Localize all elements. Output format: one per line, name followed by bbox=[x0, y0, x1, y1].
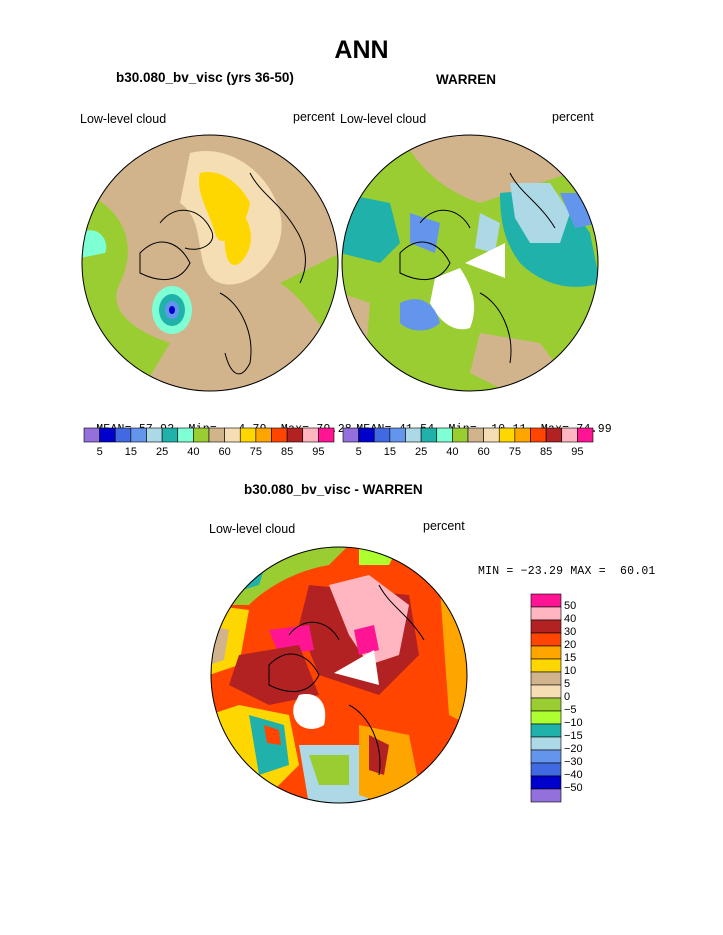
panel-2-colorbar bbox=[342, 427, 594, 443]
panel-1-units-label: percent bbox=[293, 110, 335, 124]
colorbar-tick-label: 5 bbox=[355, 446, 362, 458]
colorbar-swatch bbox=[530, 645, 562, 660]
colorbar-tick-label: 95 bbox=[312, 446, 325, 458]
colorbar-swatch bbox=[530, 736, 562, 751]
panel-1-colorbar bbox=[83, 427, 335, 443]
colorbar-swatch bbox=[224, 427, 241, 443]
panel-2-colorbar-ticks: 5 15 25 40 60 75 85 95 bbox=[343, 446, 593, 460]
colorbar-tick-label: 15 bbox=[564, 652, 577, 664]
colorbar-tick-label: −50 bbox=[564, 782, 583, 794]
colorbar-swatch bbox=[530, 788, 562, 803]
panel-3-units-label: percent bbox=[423, 519, 465, 533]
colorbar-swatch bbox=[530, 697, 562, 712]
colorbar-swatch bbox=[177, 427, 194, 443]
colorbar-swatch bbox=[161, 427, 179, 443]
colorbar-swatch bbox=[420, 427, 438, 443]
colorbar-swatch bbox=[452, 427, 469, 443]
colorbar-swatch bbox=[255, 427, 272, 443]
colorbar-swatch bbox=[146, 427, 163, 443]
colorbar-tick-label: −5 bbox=[564, 704, 577, 716]
colorbar-tick-label: 5 bbox=[564, 678, 571, 690]
colorbar-swatch bbox=[530, 619, 562, 634]
colorbar-swatch bbox=[530, 775, 562, 790]
colorbar-swatch bbox=[405, 427, 422, 443]
colorbar-tick-label: 10 bbox=[564, 665, 577, 677]
colorbar-tick-label: −10 bbox=[564, 717, 583, 729]
colorbar-tick-label: 40 bbox=[564, 613, 577, 625]
colorbar-swatch bbox=[530, 684, 562, 699]
colorbar-tick-label: 25 bbox=[415, 446, 428, 458]
colorbar-tick-label: 0 bbox=[564, 691, 571, 703]
colorbar-tick-label: 40 bbox=[187, 446, 200, 458]
panel-2-units-label: percent bbox=[552, 110, 594, 124]
colorbar-tick-label: −40 bbox=[564, 769, 583, 781]
colorbar-tick-label: 40 bbox=[446, 446, 459, 458]
colorbar-tick-label: 25 bbox=[156, 446, 169, 458]
colorbar-tick-label: 50 bbox=[564, 600, 577, 612]
colorbar-tick-label: 15 bbox=[383, 446, 396, 458]
panel-3-variable-label: Low-level cloud bbox=[209, 522, 296, 536]
colorbar-swatch bbox=[530, 606, 562, 621]
colorbar-tick-label: −15 bbox=[564, 730, 583, 742]
panel-2-polar-map bbox=[341, 134, 599, 392]
colorbar-swatch bbox=[83, 427, 100, 443]
colorbar-swatch bbox=[436, 427, 453, 443]
colorbar-swatch bbox=[114, 427, 132, 443]
colorbar-swatch bbox=[530, 658, 562, 673]
colorbar-swatch bbox=[286, 427, 304, 443]
colorbar-swatch bbox=[577, 427, 594, 443]
panel-1-title: b30.080_bv_visc (yrs 36-50) bbox=[116, 70, 294, 85]
colorbar-swatch bbox=[467, 427, 484, 443]
colorbar-swatch bbox=[530, 593, 562, 608]
panel-1-polar-map bbox=[81, 134, 339, 392]
colorbar-tick-label: 85 bbox=[540, 446, 553, 458]
colorbar-swatch bbox=[389, 427, 406, 443]
colorbar-swatch bbox=[318, 427, 335, 443]
colorbar-swatch bbox=[530, 671, 562, 686]
colorbar-swatch bbox=[530, 632, 562, 647]
colorbar-swatch bbox=[530, 723, 562, 738]
colorbar-swatch bbox=[271, 427, 288, 443]
colorbar-swatch bbox=[530, 762, 562, 777]
colorbar-swatch bbox=[208, 427, 225, 443]
colorbar-swatch bbox=[530, 710, 562, 725]
colorbar-tick-label: 60 bbox=[218, 446, 231, 458]
colorbar-tick-label: 75 bbox=[508, 446, 521, 458]
colorbar-tick-label: −20 bbox=[564, 743, 583, 755]
colorbar-swatch bbox=[545, 427, 563, 443]
colorbar-swatch bbox=[514, 427, 531, 443]
colorbar-swatch bbox=[342, 427, 359, 443]
colorbar-tick-label: 85 bbox=[281, 446, 294, 458]
colorbar-swatch bbox=[239, 427, 257, 443]
colorbar-tick-label: 30 bbox=[564, 626, 577, 638]
colorbar-swatch bbox=[561, 427, 578, 443]
colorbar-tick-label: 20 bbox=[564, 639, 577, 651]
panel-1-colorbar-ticks: 5 15 25 40 60 75 85 95 bbox=[84, 446, 334, 460]
colorbar-swatch bbox=[530, 749, 562, 764]
panel-3-min-max: MIN = −23.29 MAX = 60.01 bbox=[478, 565, 656, 578]
colorbar-tick-label: 15 bbox=[124, 446, 137, 458]
colorbar-swatch bbox=[498, 427, 516, 443]
colorbar-swatch bbox=[358, 427, 375, 443]
panel-3-colorbar-ticks: 50 40 30 20 15 10 5 0 −5 −10 −15 −20 −30 −40 −50 bbox=[564, 594, 604, 802]
panel-3-colorbar bbox=[530, 593, 562, 803]
panel-2-title: WARREN bbox=[436, 72, 496, 87]
panel-2-variable-label: Low-level cloud bbox=[340, 112, 427, 126]
colorbar-tick-label: 75 bbox=[249, 446, 262, 458]
colorbar-swatch bbox=[302, 427, 319, 443]
colorbar-swatch bbox=[373, 427, 391, 443]
colorbar-tick-label: −30 bbox=[564, 756, 583, 768]
figure-title: ANN bbox=[334, 36, 389, 64]
panel-1-variable-label: Low-level cloud bbox=[80, 112, 167, 126]
colorbar-tick-label: 95 bbox=[571, 446, 584, 458]
colorbar-swatch bbox=[99, 427, 116, 443]
colorbar-tick-label: 5 bbox=[96, 446, 103, 458]
colorbar-swatch bbox=[483, 427, 500, 443]
colorbar-swatch bbox=[530, 427, 547, 443]
colorbar-tick-label: 60 bbox=[477, 446, 490, 458]
panel-3-title: b30.080_bv_visc - WARREN bbox=[244, 482, 423, 497]
colorbar-swatch bbox=[130, 427, 147, 443]
colorbar-swatch bbox=[193, 427, 210, 443]
panel-3-polar-map bbox=[210, 546, 468, 804]
